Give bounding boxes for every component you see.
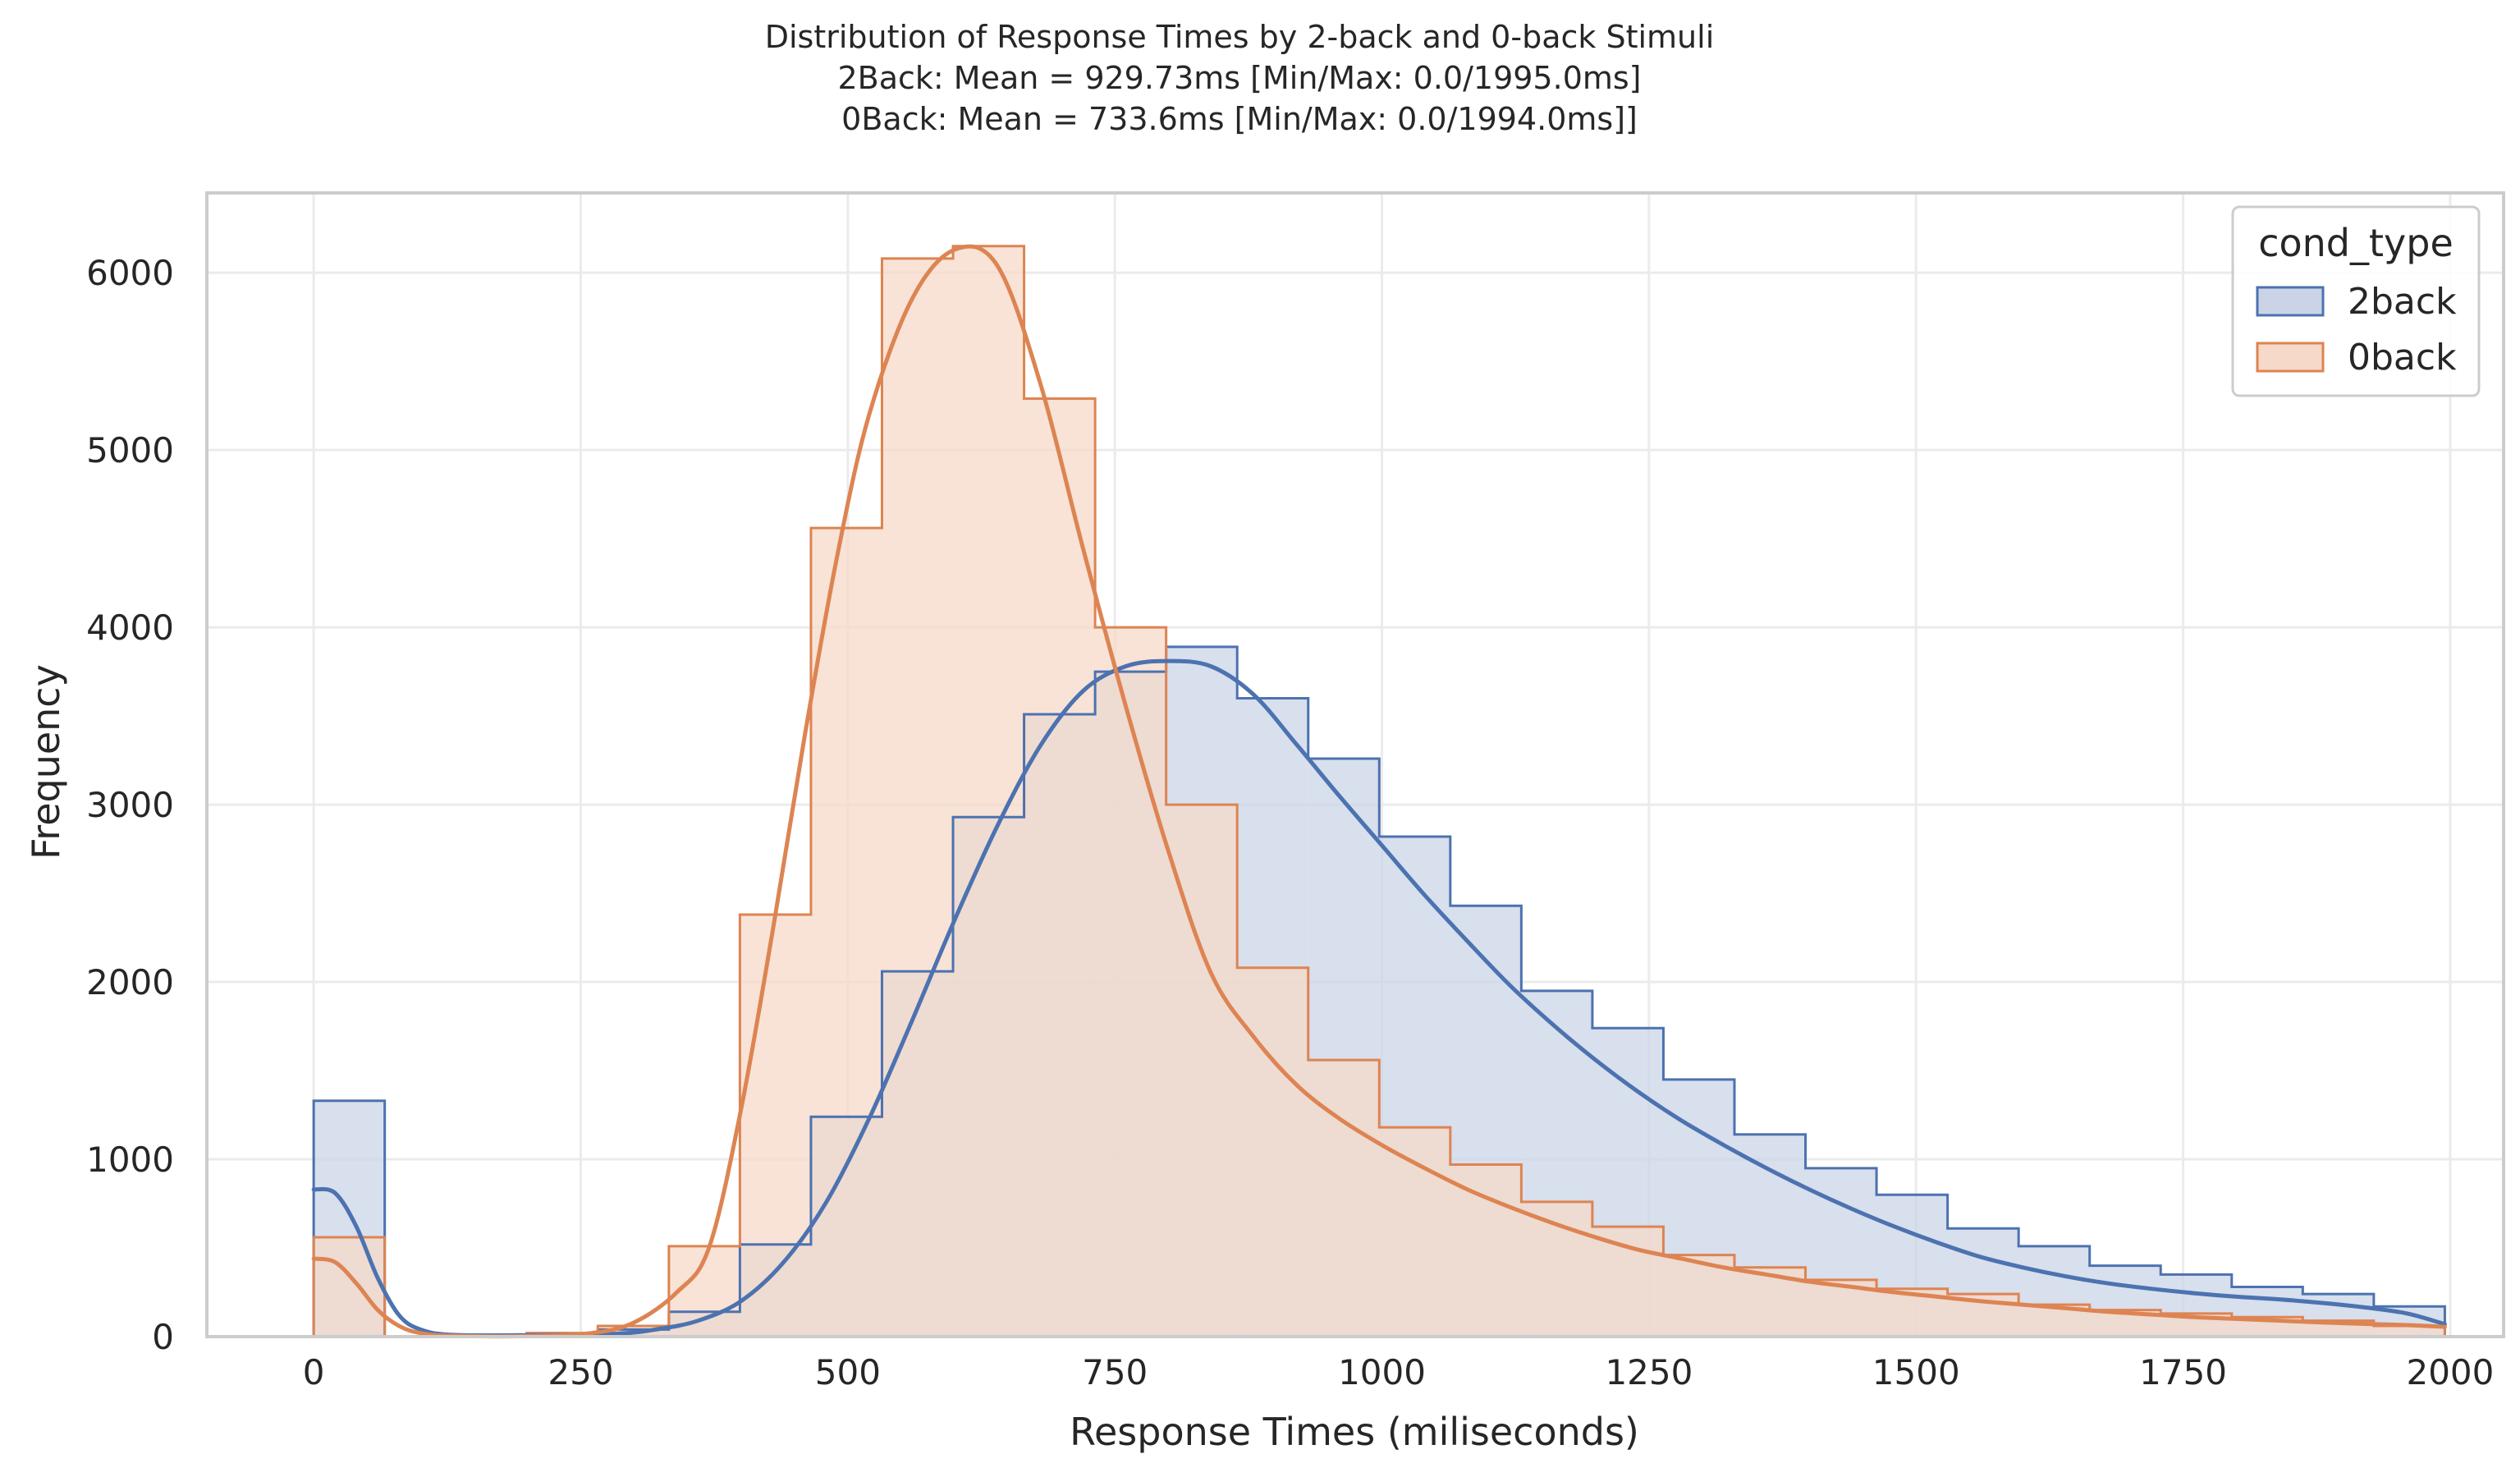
outline-2back xyxy=(312,645,2446,1338)
bar-0back xyxy=(740,914,811,1337)
kde-curves xyxy=(311,244,2447,1339)
x-axis-ticks: 0 250 500 750 1000 1250 1500 1750 2000 xyxy=(303,1352,2495,1392)
histogram-fills xyxy=(314,245,2445,1337)
y-tick-label: 4000 xyxy=(86,608,174,648)
bar-0back xyxy=(953,245,1024,1337)
title-line-1: Distribution of Response Times by 2-back… xyxy=(765,19,1715,55)
y-tick-label: 5000 xyxy=(86,430,174,470)
legend-swatch-0back xyxy=(2256,342,2325,373)
x-tick-label: 1250 xyxy=(1605,1352,1693,1392)
legend-label-2back: 2back xyxy=(2348,281,2457,323)
bar-0back xyxy=(1592,1227,1664,1337)
legend: cond_type 2back 0back xyxy=(2231,205,2481,397)
x-tick-label: 250 xyxy=(548,1352,613,1392)
x-tick-label: 1000 xyxy=(1338,1352,1426,1392)
bar-0back xyxy=(882,258,954,1337)
y-axis-label: Frequency xyxy=(24,664,68,860)
chart-title: Distribution of Response Times by 2-back… xyxy=(765,19,1715,137)
bar-0back xyxy=(1379,1127,1450,1337)
x-axis-label: Response Times (miliseconds) xyxy=(1070,1410,1639,1454)
plot-frame xyxy=(205,191,2505,1338)
y-tick-label: 1000 xyxy=(86,1140,174,1180)
title-line-3: 0Back: Mean = 733.6ms [Min/Max: 0.0/1994… xyxy=(841,101,1638,137)
bar-0back xyxy=(1450,1164,1522,1337)
legend-title: cond_type xyxy=(2258,221,2454,265)
bar-0back xyxy=(810,528,882,1337)
title-line-2: 2Back: Mean = 929.73ms [Min/Max: 0.0/199… xyxy=(837,60,1641,96)
bar-0back xyxy=(2373,1326,2445,1337)
bar-0back xyxy=(314,1237,385,1337)
x-tick-label: 500 xyxy=(815,1352,881,1392)
bar-0back xyxy=(1024,398,1096,1337)
y-axis-ticks: 0 1000 2000 3000 4000 5000 6000 xyxy=(86,253,174,1357)
x-tick-label: 1500 xyxy=(1872,1352,1960,1392)
bar-0back xyxy=(1166,805,1238,1337)
x-tick-label: 1750 xyxy=(2139,1352,2227,1392)
y-tick-label: 2000 xyxy=(86,962,174,1002)
x-tick-label: 2000 xyxy=(2406,1352,2494,1392)
bar-0back xyxy=(1521,1201,1592,1337)
bar-0back xyxy=(1237,967,1308,1337)
x-tick-label: 0 xyxy=(303,1352,325,1392)
y-tick-label: 6000 xyxy=(86,253,174,293)
x-tick-label: 750 xyxy=(1082,1352,1148,1392)
legend-label-0back: 0back xyxy=(2348,337,2457,378)
y-tick-label: 3000 xyxy=(86,785,174,825)
legend-swatch-2back xyxy=(2256,286,2325,317)
kde-2back xyxy=(311,658,2447,1338)
kde-0back xyxy=(311,244,2447,1339)
bar-0back xyxy=(1095,627,1166,1337)
y-tick-label: 0 xyxy=(152,1317,174,1357)
